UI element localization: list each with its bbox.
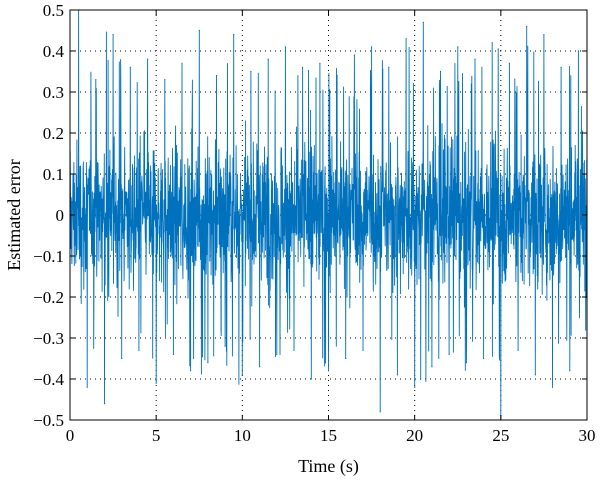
y-tick-label: −0.4 — [33, 370, 64, 389]
x-tick-label: 20 — [406, 426, 423, 445]
data-point — [526, 25, 528, 27]
y-tick-label: 0 — [56, 206, 65, 225]
data-point — [345, 357, 347, 360]
y-tick-label: −0.2 — [33, 288, 64, 307]
data-point — [465, 362, 467, 364]
data-point — [534, 374, 536, 376]
data-point — [517, 349, 519, 351]
data-point — [327, 370, 330, 372]
data-point — [336, 75, 338, 77]
data-point — [577, 50, 580, 52]
data-point — [164, 79, 166, 81]
data-point — [198, 29, 200, 32]
x-tick-label: 10 — [234, 426, 251, 445]
data-point — [551, 386, 554, 388]
data-point — [276, 353, 278, 355]
data-point — [422, 21, 424, 23]
data-point — [310, 378, 312, 380]
x-axis-label: Time (s) — [298, 456, 359, 477]
data-point — [353, 54, 355, 56]
series-line — [69, 9, 588, 421]
data-point — [241, 374, 243, 376]
data-point — [396, 374, 398, 376]
data-point — [267, 58, 269, 60]
y-tick-label: −0.1 — [33, 247, 64, 266]
data-point — [207, 362, 209, 364]
data-point — [233, 34, 235, 36]
data-point — [284, 46, 286, 48]
data-point — [302, 66, 304, 68]
data-point — [172, 353, 174, 355]
data-point — [129, 66, 131, 68]
data-point — [362, 349, 364, 351]
data-point — [560, 66, 562, 68]
axis-ticks: 0 5 10 15 20 25 30 −0.5 −0.4 −0.3 −0.2 −0.1 0 0.1 0.2 0… — [33, 1, 595, 445]
data-point — [103, 403, 106, 405]
y-tick-label: 0.1 — [43, 165, 64, 184]
data-point — [155, 382, 157, 384]
x-tick-label: 15 — [320, 426, 337, 445]
series-layer — [69, 9, 588, 421]
data-point — [569, 370, 571, 372]
x-tick-label: 5 — [152, 426, 161, 445]
data-point — [448, 353, 450, 355]
y-tick-label: 0.3 — [43, 83, 64, 102]
data-point — [508, 62, 510, 64]
data-point — [491, 42, 493, 44]
data-point — [543, 34, 545, 36]
data-point — [474, 58, 476, 60]
data-point — [414, 386, 416, 388]
data-point — [431, 366, 433, 368]
data-point — [112, 34, 114, 36]
data-point — [224, 345, 226, 347]
data-point — [121, 357, 123, 360]
y-tick-label: 0.2 — [43, 124, 64, 143]
data-point — [371, 46, 373, 48]
data-point — [405, 38, 407, 40]
data-point — [319, 62, 321, 64]
data-point — [457, 46, 459, 48]
data-point — [388, 66, 390, 68]
data-point — [379, 411, 381, 413]
data-point — [439, 70, 442, 73]
x-tick-label: 25 — [492, 426, 509, 445]
data-point — [138, 349, 140, 351]
x-tick-label: 0 — [66, 426, 75, 445]
data-point — [190, 370, 192, 372]
data-point — [86, 386, 88, 388]
y-tick-label: 0.4 — [43, 42, 65, 61]
y-axis-label: Estimated error — [4, 159, 24, 270]
x-tick-label: 30 — [579, 426, 596, 445]
data-point — [95, 79, 97, 81]
data-point — [293, 349, 295, 351]
y-tick-label: −0.3 — [33, 329, 64, 348]
data-point — [250, 70, 252, 73]
y-tick-label: 0.5 — [43, 1, 64, 20]
data-point — [181, 62, 183, 64]
data-point — [483, 357, 485, 360]
data-point — [147, 58, 149, 60]
data-point — [259, 366, 261, 368]
data-point — [215, 75, 218, 77]
y-tick-label: −0.5 — [33, 411, 64, 430]
